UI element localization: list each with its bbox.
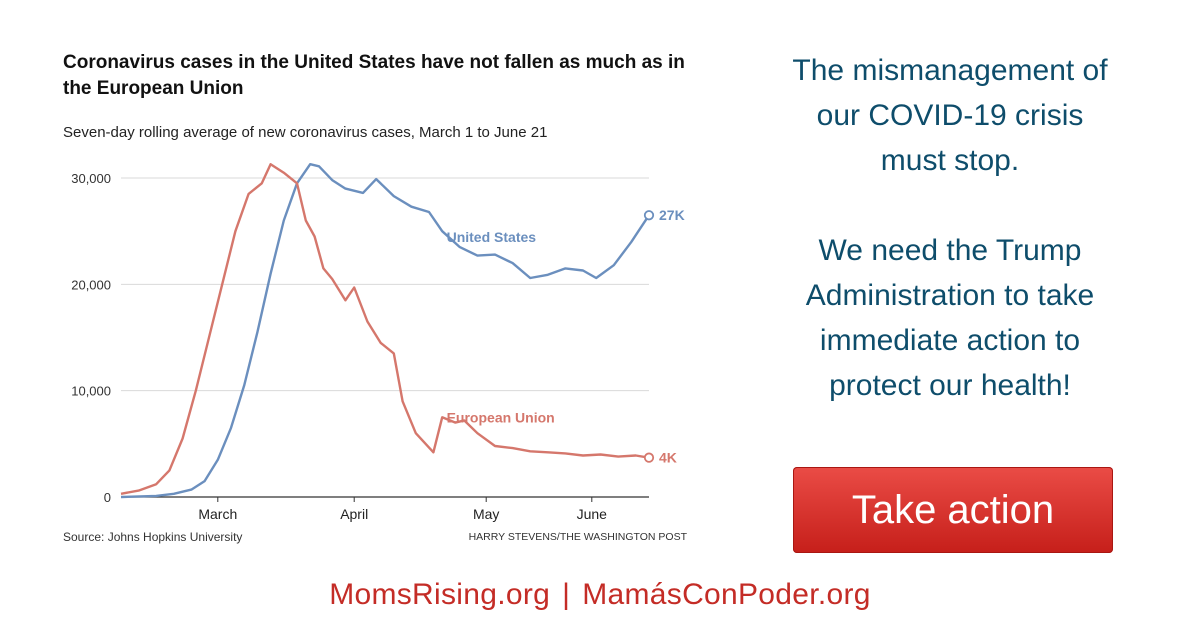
x-tick-label: March bbox=[198, 506, 237, 522]
united-states-line bbox=[120, 163, 651, 499]
x-tick-label: May bbox=[473, 506, 499, 522]
line-chart: 30,000 20,000 10,000 0 March April May June 27K 4… bbox=[71, 163, 685, 522]
y-tick-label: 0 bbox=[104, 490, 111, 505]
european-union-end-point bbox=[643, 452, 655, 463]
united-states-end-point bbox=[643, 210, 655, 221]
x-tick-label: June bbox=[577, 506, 608, 522]
message-line: We need the Trump bbox=[818, 234, 1082, 267]
message-line: must stop. bbox=[880, 144, 1020, 177]
european-union-end-label: 4K bbox=[659, 450, 677, 466]
chart-source: Source: Johns Hopkins University bbox=[63, 530, 243, 544]
message-line: immediate action to bbox=[819, 324, 1081, 357]
mamasconpoder-link[interactable]: MamásConPoder.org bbox=[582, 578, 871, 611]
take-action-button[interactable]: Take action bbox=[793, 467, 1113, 553]
message-line: protect our health! bbox=[829, 369, 1071, 402]
chart-credit: HARRY STEVENS/THE WASHINGTON POST bbox=[468, 531, 687, 543]
y-tick-label: 10,000 bbox=[71, 384, 111, 399]
y-tick-label: 20,000 bbox=[71, 277, 111, 292]
chart-subtitle: Seven-day rolling average of new coronav… bbox=[63, 124, 548, 141]
momsrising-link[interactable]: MomsRising.org bbox=[329, 578, 551, 611]
message-line: Administration to take bbox=[805, 279, 1095, 312]
call-to-action-message: The mismanagement of our COVID-19 crisis… bbox=[730, 48, 1170, 408]
footer: MomsRising.org | MamásConPoder.org bbox=[0, 578, 1200, 612]
chart-title: Coronavirus cases in the United States h… bbox=[63, 52, 685, 99]
united-states-label: United States bbox=[447, 229, 537, 245]
united-states-end-label: 27K bbox=[659, 207, 685, 223]
y-tick-label: 30,000 bbox=[71, 171, 111, 186]
message-line: The mismanagement of bbox=[792, 54, 1108, 87]
x-tick-label: April bbox=[340, 506, 368, 522]
chart-panel: Coronavirus cases in the United States h… bbox=[55, 40, 705, 550]
footer-separator: | bbox=[562, 578, 571, 611]
european-union-line bbox=[120, 163, 650, 495]
european-union-label: European Union bbox=[447, 410, 555, 426]
message-line: our COVID-19 crisis bbox=[816, 99, 1084, 132]
